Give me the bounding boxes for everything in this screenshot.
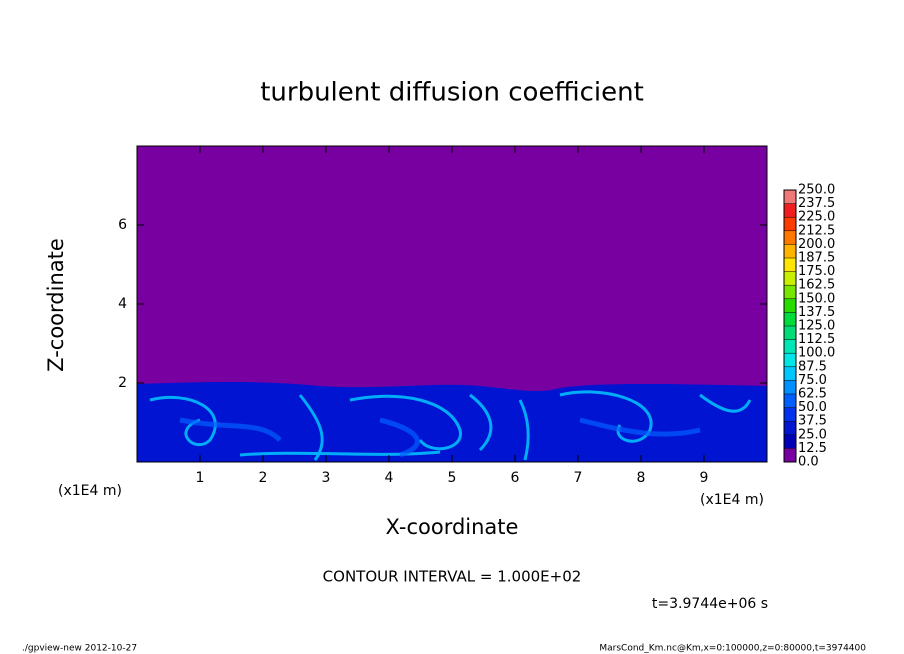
colorbar-label: 212.5 (798, 223, 835, 238)
chart-title: turbulent diffusion coefficient (260, 78, 644, 108)
x-tick-label: 3 (322, 470, 331, 486)
colorbar-label: 125.0 (798, 319, 835, 334)
colorbar-band (784, 230, 796, 245)
colorbar-label: 50.0 (798, 400, 827, 415)
colorbar-label: 137.5 (798, 305, 835, 320)
colorbar-band (784, 366, 796, 381)
colorbar-band (784, 244, 796, 258)
colorbar-band (784, 407, 796, 422)
colorbar-label: 250.0 (798, 183, 835, 198)
field-swirls (149, 390, 752, 461)
footer-left: ./gpview-new 2012-10-27 (22, 644, 137, 654)
colorbar-band (784, 217, 796, 231)
x-unit-label: (x1E4 m) (58, 483, 122, 499)
colorbar-band (784, 203, 796, 218)
colorbar-label: 187.5 (798, 251, 835, 266)
time-label: t=3.9744e+06 s (652, 596, 768, 612)
colorbar-label: 200.0 (798, 237, 835, 252)
colorbar-band (784, 326, 796, 340)
field-layer (137, 382, 767, 462)
colorbar-label: 12.5 (798, 441, 827, 456)
y-tick-label: 2 (118, 375, 127, 391)
x-tick-label: 6 (511, 470, 520, 486)
x-unit-label: (x1E4 m) (700, 492, 764, 508)
colorbar-band (784, 258, 796, 272)
colorbar-label: 25.0 (798, 427, 827, 442)
colorbar-band (784, 312, 796, 326)
x-tick-label: 8 (637, 470, 646, 486)
contour-interval: CONTOUR INTERVAL = 1.000E+02 (323, 568, 582, 586)
colorbar-label: 100.0 (798, 346, 835, 361)
x-tick-label: 4 (385, 470, 394, 486)
colorbar-band (784, 421, 796, 435)
colorbar-label: 87.5 (798, 359, 827, 374)
y-tick-label: 6 (118, 217, 127, 233)
x-tick-label: 5 (448, 470, 457, 486)
x-tick-label: 2 (259, 470, 268, 486)
colorbar-band (784, 434, 796, 449)
colorbar-band (784, 339, 796, 354)
colorbar-band (784, 271, 796, 286)
x-axis-label: X-coordinate (386, 515, 519, 539)
x-tick-label: 1 (196, 470, 205, 486)
colorbar-label: 175.0 (798, 264, 835, 279)
field (137, 146, 767, 462)
footer-right: MarsCond_Km.nc@Km,x=0:100000,z=0:80000,t… (599, 644, 866, 654)
field-swirls (179, 417, 701, 458)
y-axis-label: Z-coordinate (44, 238, 68, 372)
colorbar-label: 237.5 (798, 196, 835, 211)
colorbar-label: 62.5 (798, 387, 827, 402)
colorbar-band (784, 394, 796, 408)
colorbar-label: 112.5 (798, 332, 835, 347)
colorbar-band (784, 448, 796, 462)
colorbar-band (784, 190, 796, 204)
colorbar-label: 75.0 (798, 373, 827, 388)
y-tick-label: 4 (118, 296, 127, 312)
colorbar-label: 225.0 (798, 210, 835, 225)
colorbar-band (784, 380, 796, 394)
x-tick-label: 9 (700, 470, 709, 486)
colorbar-band (784, 285, 796, 299)
colorbar-label: 162.5 (798, 278, 835, 293)
colorbar-label: 0.0 (798, 455, 819, 470)
x-tick-label: 7 (574, 470, 583, 486)
colorbar-label: 150.0 (798, 291, 835, 306)
colorbar-label: 37.5 (798, 414, 827, 429)
colorbar-band (784, 353, 796, 367)
colorbar-band (784, 298, 796, 313)
